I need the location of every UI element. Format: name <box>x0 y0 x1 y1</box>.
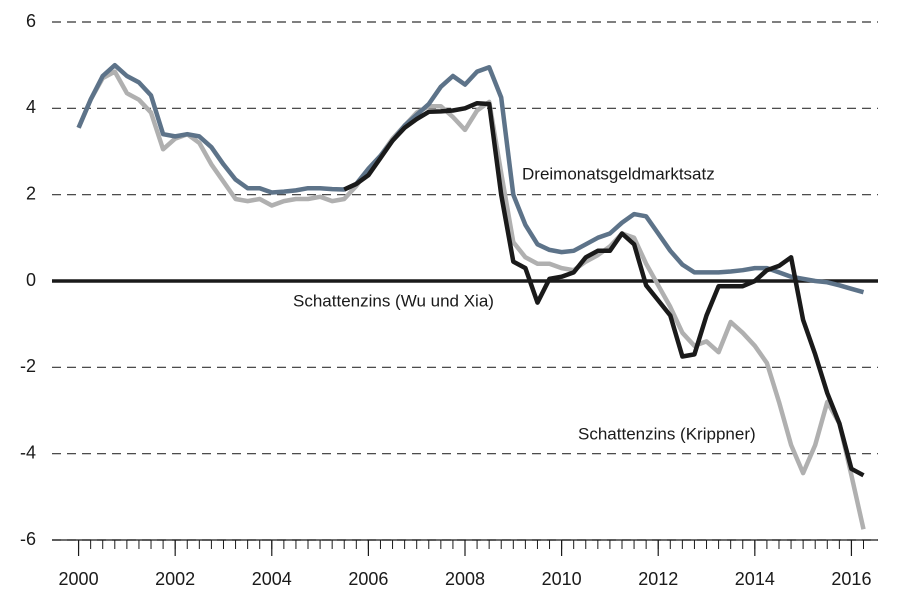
series-label: Schattenzins (Wu und Xia) <box>293 291 494 310</box>
series-line <box>76 69 866 530</box>
x-tick-label: 2006 <box>348 569 388 589</box>
y-tick-label: 0 <box>26 270 36 290</box>
series-label: Dreimonatsgeldmarktsatz <box>522 164 715 183</box>
x-tick-label: 2014 <box>735 569 775 589</box>
x-tick-label: 2008 <box>445 569 485 589</box>
y-tick-label: 6 <box>26 11 36 31</box>
series-label: Schattenzins (Krippner) <box>578 424 756 443</box>
y-tick-label: 4 <box>26 97 36 117</box>
y-tick-label: -2 <box>20 356 36 376</box>
y-tick-label: -4 <box>20 442 36 462</box>
series-line <box>76 62 865 295</box>
x-tick-label: 2004 <box>252 569 292 589</box>
label-background <box>576 424 758 444</box>
y-tick-label: -6 <box>20 529 36 549</box>
x-tick-label: 2002 <box>155 569 195 589</box>
label-background <box>520 164 717 184</box>
x-tick-label: 2016 <box>831 569 871 589</box>
x-tick-label: 2012 <box>638 569 678 589</box>
x-tick-label: 2010 <box>542 569 582 589</box>
x-tick-label: 2000 <box>59 569 99 589</box>
y-tick-label: 2 <box>26 183 36 203</box>
series-line <box>343 100 865 478</box>
label-background <box>291 291 496 311</box>
